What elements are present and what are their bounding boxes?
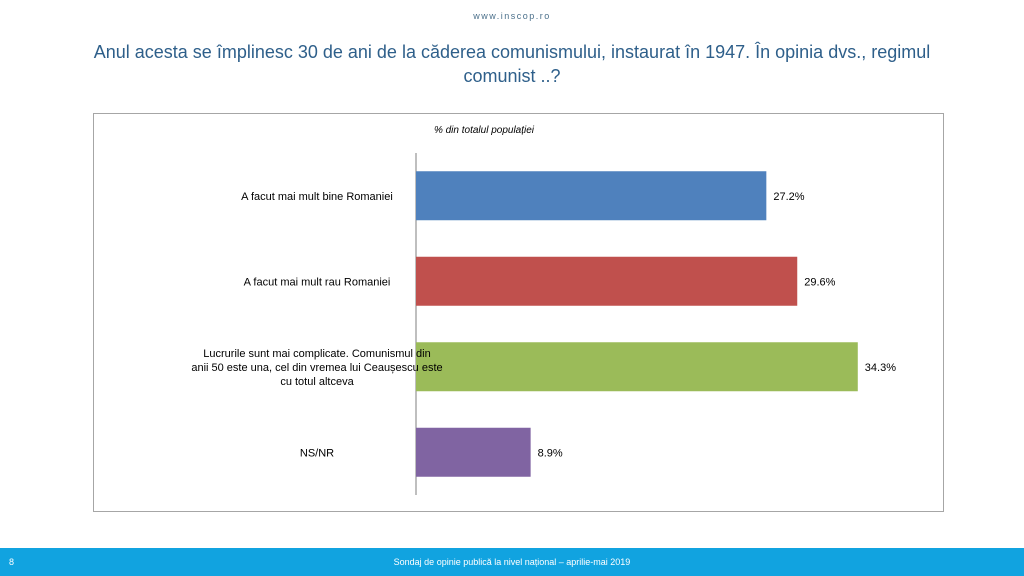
bar-chart: % din totalul populației 27.2% A facut mai… <box>191 125 896 495</box>
category-label-3: Lucrurile sunt mai complicate. Comunismu… <box>191 348 442 388</box>
bar-2 <box>416 256 798 306</box>
page-number: 8 <box>9 557 15 567</box>
category-label-1: A facut mai mult bine Romaniei <box>241 191 393 203</box>
value-label-1: 27.2% <box>773 191 804 203</box>
footer-text: Sondaj de opinie publică la nivel națion… <box>393 557 631 567</box>
value-label-2: 29.6% <box>804 276 835 288</box>
category-label-2: A facut mai mult rau Romaniei <box>244 276 391 288</box>
bar-3 <box>416 342 858 392</box>
slide-title: Anul acesta se împlinesc 30 de ani de la… <box>93 42 931 86</box>
value-label-3: 34.3% <box>865 362 896 374</box>
value-label-4: 8.9% <box>538 447 563 459</box>
category-label-4: NS/NR <box>300 447 334 459</box>
footer-bar: 8 Sondaj de opinie publică la nivel nați… <box>0 548 1024 576</box>
chart-subtitle: % din totalul populației <box>434 125 535 136</box>
bar-4 <box>416 427 531 477</box>
bar-1 <box>416 171 767 221</box>
site-url: www.inscop.ro <box>473 11 551 21</box>
chart-frame <box>93 113 944 512</box>
